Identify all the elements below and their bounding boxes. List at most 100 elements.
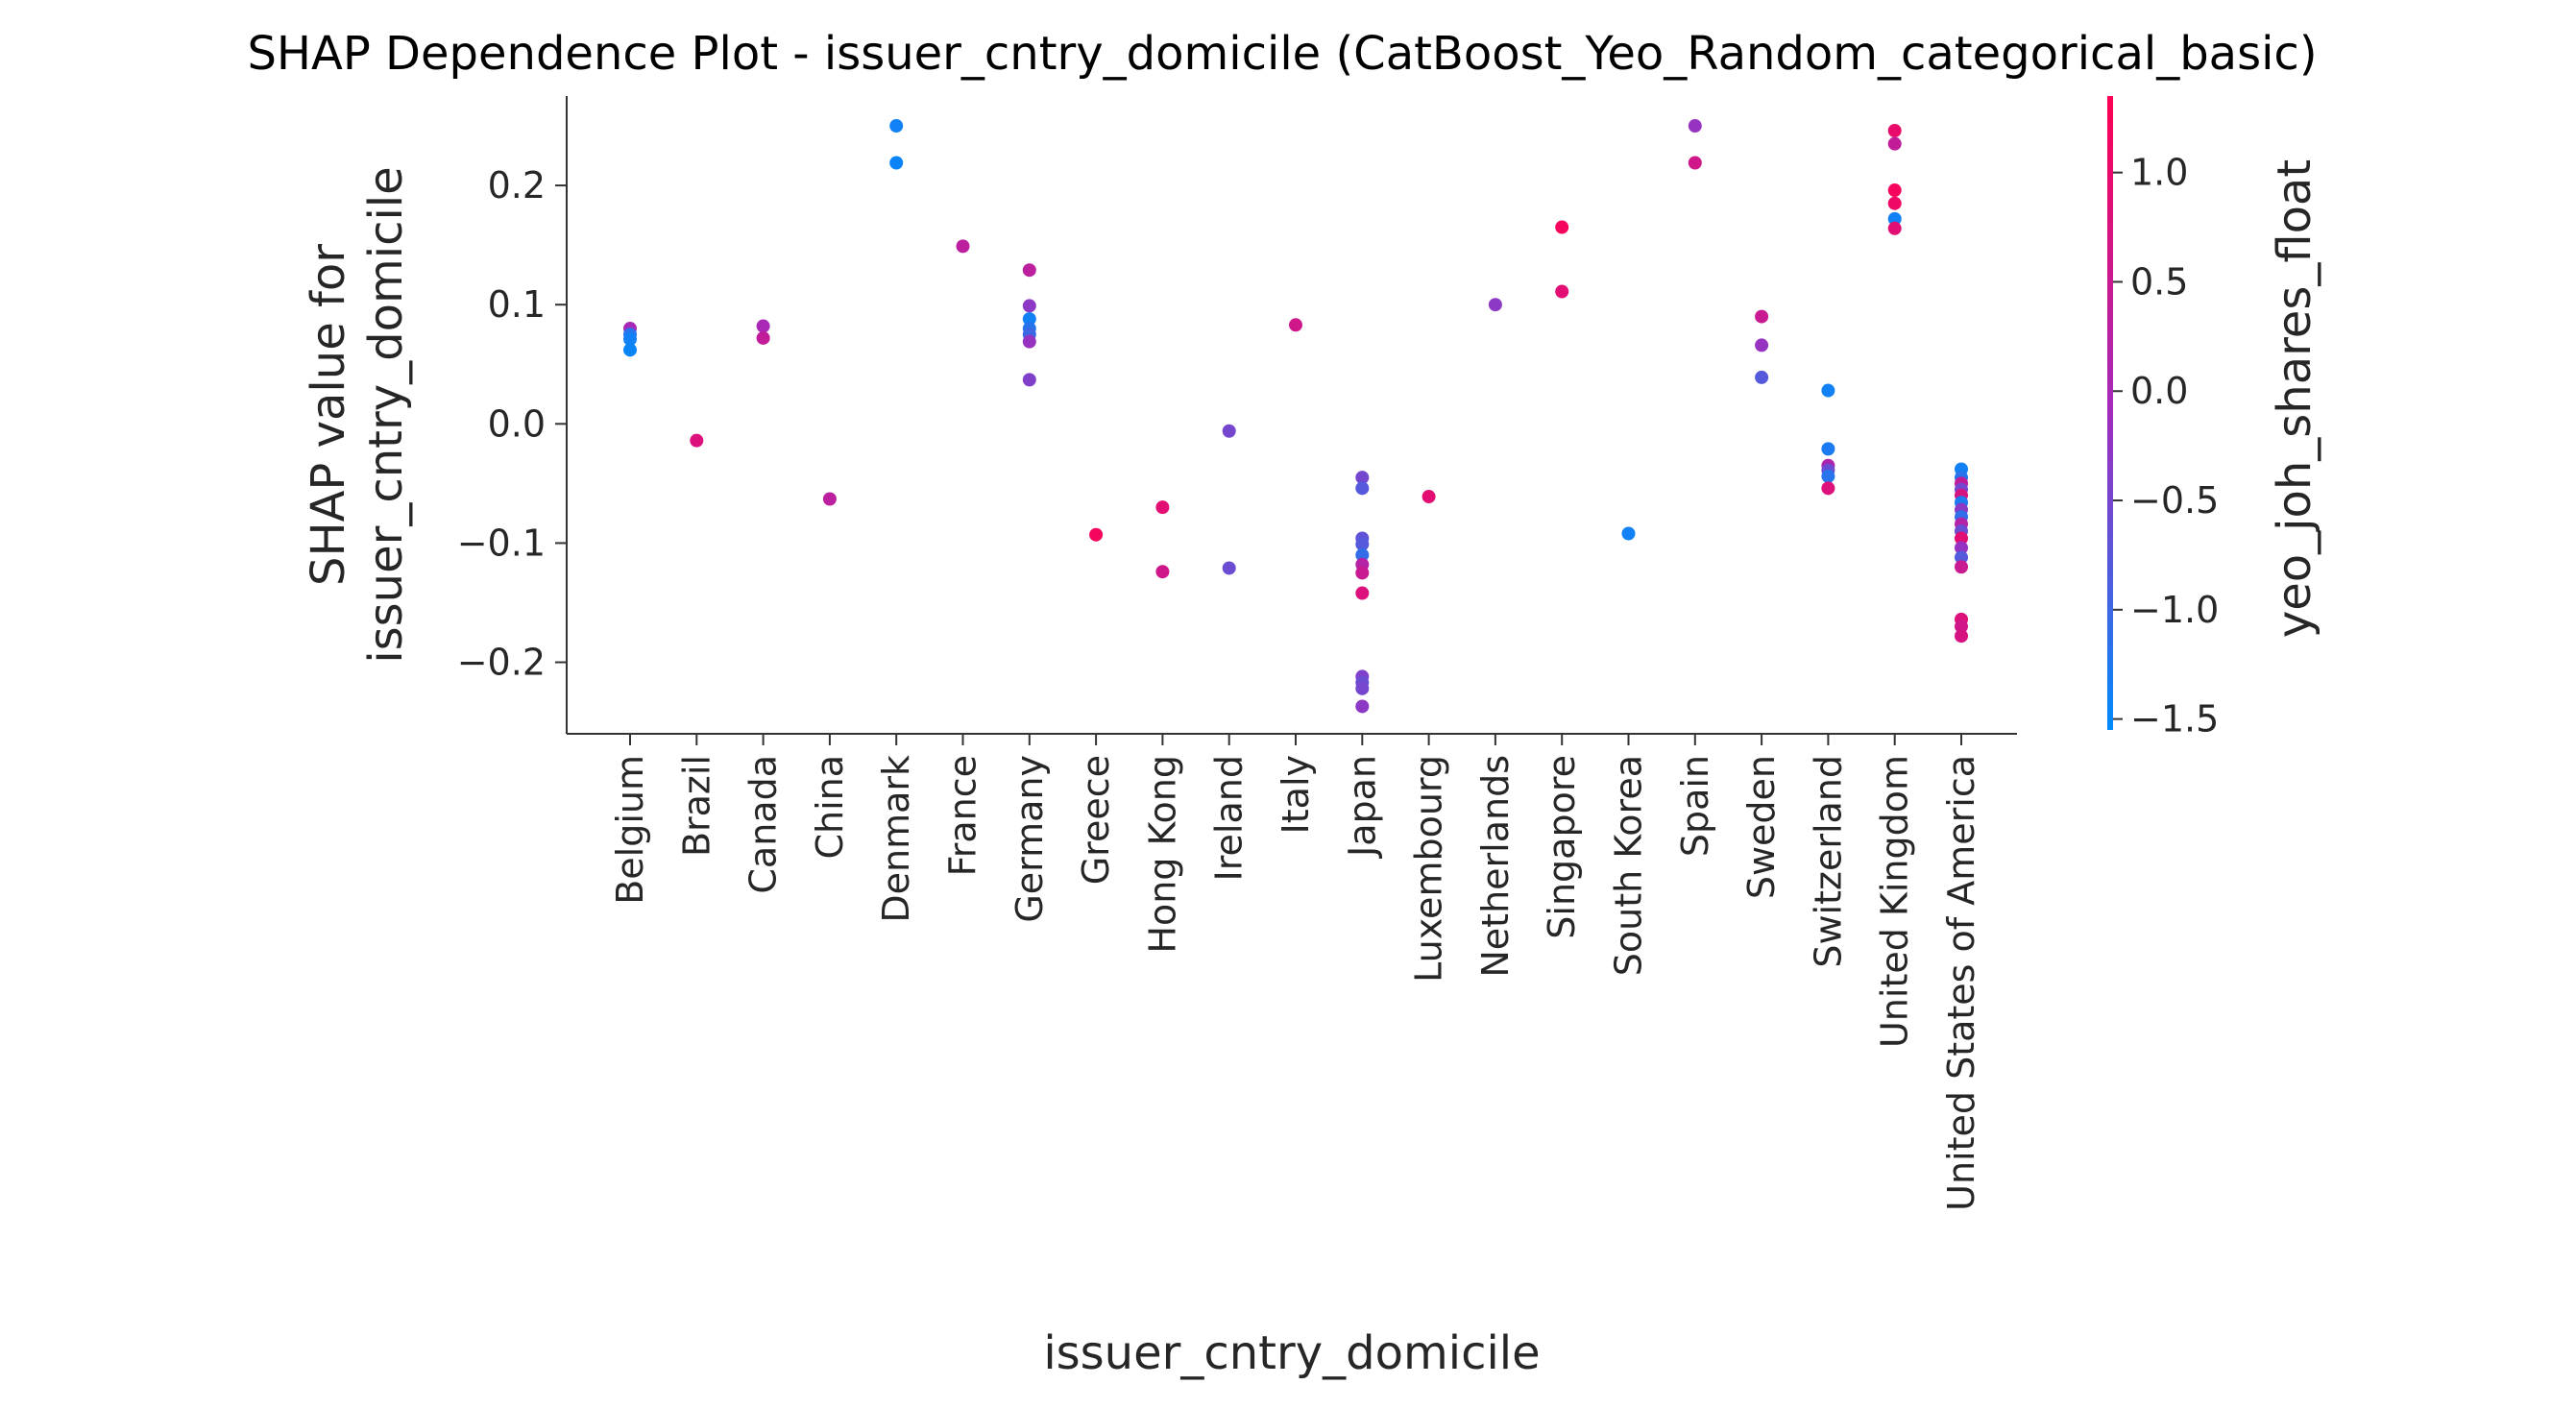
- y-tick-label: −0.2: [457, 642, 546, 684]
- colorbar-tick-label: 0.5: [2130, 260, 2188, 303]
- scatter-point: [1621, 526, 1636, 541]
- x-tick-label: United States of America: [1940, 755, 1982, 1211]
- scatter-point: [1887, 221, 1902, 235]
- scatter-point: [1355, 537, 1370, 551]
- scatter-point: [1755, 338, 1769, 352]
- scatter-point: [1022, 312, 1036, 327]
- scatter-point: [889, 119, 904, 134]
- scatter-point: [756, 319, 770, 333]
- x-tick-label: Hong Kong: [1141, 755, 1183, 954]
- colorbar-label: yeo_joh_shares_float: [2268, 159, 2321, 638]
- x-tick-label: Italy: [1275, 755, 1317, 834]
- x-tick-label: Belgium: [609, 755, 651, 905]
- x-tick-label: Brazil: [675, 755, 717, 857]
- colorbar-tick-label: 1.0: [2130, 152, 2188, 194]
- scatter-point: [1955, 560, 1968, 574]
- scatter-point: [1355, 566, 1370, 580]
- x-axis-label: issuer_cntry_domicile: [1043, 1326, 1540, 1380]
- scatter-point: [1422, 490, 1436, 504]
- scatter-point: [1887, 123, 1902, 137]
- y-tick-label: 0.0: [488, 402, 546, 445]
- scatter-point: [1955, 531, 1968, 546]
- scatter-point: [1355, 547, 1370, 562]
- scatter-point: [1887, 183, 1902, 198]
- x-tick-label: Spain: [1674, 755, 1716, 857]
- scatter-point: [1755, 370, 1769, 384]
- y-tick-label: 0.2: [488, 164, 546, 206]
- scatter-point: [1955, 550, 1968, 565]
- x-tick-label: Denmark: [875, 755, 917, 923]
- colorbar-tick-label: −1.0: [2130, 589, 2219, 631]
- scatter-point: [1022, 263, 1036, 278]
- scatter-point: [1821, 481, 1835, 496]
- scatter-point: [1688, 119, 1702, 134]
- colorbar-tick-label: 0.0: [2130, 370, 2188, 412]
- scatter-point: [1555, 284, 1569, 299]
- scatter-point: [1355, 586, 1370, 600]
- y-axis-label: SHAP value for issuer_cntry_domicile: [302, 166, 413, 663]
- scatter-point: [1289, 318, 1302, 332]
- scatter-point: [1887, 196, 1902, 210]
- scatter-point: [1688, 156, 1702, 170]
- y-axis-label-line-2: issuer_cntry_domicile: [359, 166, 413, 663]
- y-axis-label-line-1: SHAP value for: [302, 244, 355, 586]
- scatter-point: [1955, 541, 1968, 555]
- x-tick-label: Singapore: [1541, 755, 1583, 939]
- y-tick-label: −0.1: [457, 522, 546, 564]
- scatter-point: [756, 330, 770, 345]
- colorbar-ticks: 1.0 0.5 0.0 −0.5 −1.0 −1.5: [2113, 152, 2219, 741]
- x-tick-label: Canada: [742, 755, 785, 894]
- scatter-point: [1488, 298, 1502, 312]
- scatter-point: [889, 156, 904, 170]
- x-tick-label: Netherlands: [1474, 755, 1517, 978]
- x-tick-label: Japan: [1341, 755, 1383, 859]
- x-tick-label: Switzerland: [1807, 755, 1849, 968]
- scatter-point: [956, 239, 970, 254]
- y-ticks: −0.2 −0.1 0.0 0.1 0.2: [457, 164, 567, 684]
- scatter-point: [1022, 373, 1036, 387]
- colorbar-tick-label: −0.5: [2130, 479, 2219, 522]
- scatter-point: [1555, 220, 1569, 234]
- scatter-point: [1022, 334, 1036, 349]
- scatter-point: [623, 343, 637, 357]
- x-tick-label: Sweden: [1740, 755, 1783, 899]
- scatter-point: [1222, 424, 1236, 438]
- scatter-point: [1355, 481, 1370, 496]
- scatter-point: [1955, 619, 1968, 634]
- scatter-point: [1155, 565, 1170, 579]
- scatter-point: [1887, 211, 1902, 226]
- colorbar-gradient: [2107, 96, 2113, 730]
- colorbar: 1.0 0.5 0.0 −0.5 −1.0 −1.5 yeo_joh_shares_flo…: [2107, 96, 2321, 741]
- x-tick-label: United Kingdom: [1874, 755, 1916, 1048]
- scatter-point: [1955, 629, 1968, 644]
- scatter-point: [1821, 442, 1835, 456]
- x-tick-label: Greece: [1075, 755, 1117, 885]
- scatter-point: [1821, 469, 1835, 483]
- scatter-point: [1355, 699, 1370, 714]
- scatter-point: [690, 433, 704, 448]
- scatter-points: [623, 119, 1968, 714]
- colorbar-tick-label: −1.5: [2130, 698, 2219, 741]
- y-tick-label: 0.1: [488, 283, 546, 326]
- scatter-point: [1355, 471, 1370, 485]
- scatter-point: [1089, 527, 1104, 542]
- x-ticks: Belgium Brazil Canada China Denmark France Ger…: [609, 734, 1982, 1211]
- scatter-point: [1155, 500, 1170, 515]
- scatter-point: [1821, 383, 1835, 398]
- scatter-point: [623, 332, 637, 347]
- chart-title: SHAP Dependence Plot - issuer_cntry_domi…: [247, 27, 2317, 81]
- x-tick-label: Ireland: [1208, 755, 1251, 881]
- x-tick-label: France: [942, 755, 984, 876]
- plot-area: −0.2 −0.1 0.0 0.1 0.2 Belgium Brazil Canada Chi…: [457, 96, 2017, 1211]
- scatter-point: [1887, 136, 1902, 151]
- scatter-point: [1222, 561, 1236, 575]
- x-tick-label: Germany: [1009, 755, 1051, 923]
- x-tick-label: China: [809, 755, 851, 860]
- x-tick-label: Luxembourg: [1408, 755, 1450, 983]
- scatter-point: [822, 492, 837, 506]
- scatter-point: [1022, 299, 1036, 313]
- scatter-point: [1755, 309, 1769, 324]
- x-tick-label: South Korea: [1608, 755, 1650, 976]
- scatter-point: [1355, 681, 1370, 695]
